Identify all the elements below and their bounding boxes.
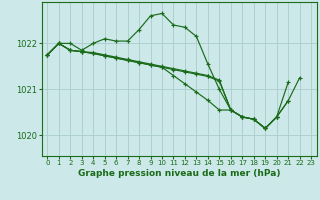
X-axis label: Graphe pression niveau de la mer (hPa): Graphe pression niveau de la mer (hPa) [78, 169, 280, 178]
